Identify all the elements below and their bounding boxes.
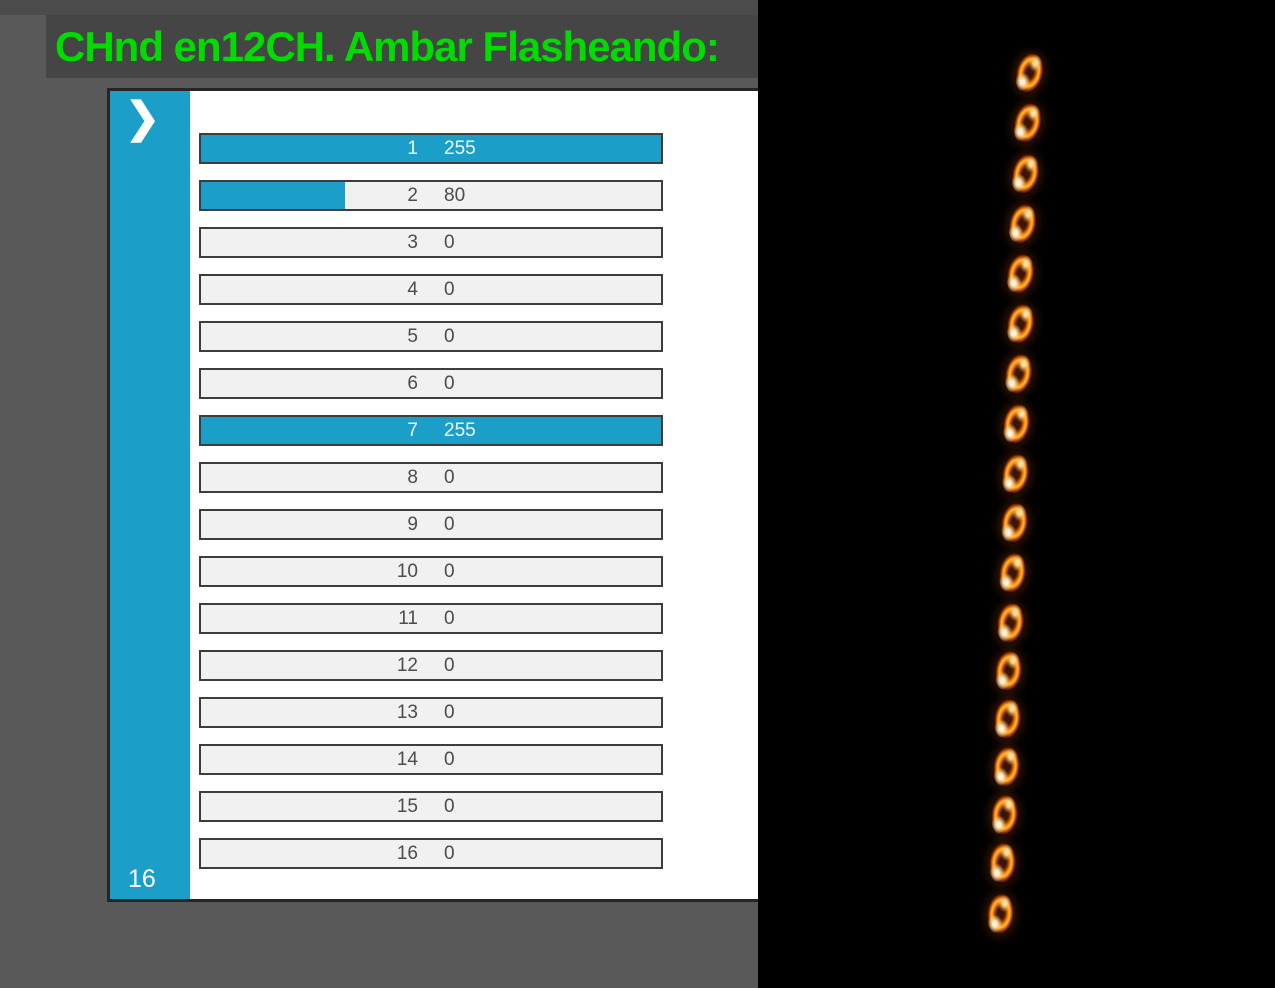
channel-value: 255 (444, 419, 476, 441)
channel-value: 0 (444, 795, 455, 817)
channel-number: 3 (407, 231, 418, 253)
amber-led-17 (987, 841, 1018, 886)
fader-fill (201, 135, 661, 162)
channel-value: 0 (444, 466, 455, 488)
channel-fader-16[interactable]: 16 0 (199, 838, 663, 869)
channel-value: 0 (444, 607, 455, 629)
dmx-output-preview (758, 0, 1275, 988)
title-bar: CHnd en12CH. Ambar Flasheando: (46, 15, 758, 78)
fader-labels: 2 80 (201, 182, 661, 209)
channel-number: 11 (398, 607, 418, 629)
channel-value: 0 (444, 372, 455, 394)
fader-labels: 12 0 (201, 652, 661, 679)
channel-fader-2[interactable]: 2 80 (199, 180, 663, 211)
amber-led-13 (992, 649, 1025, 694)
fader-labels: 15 0 (201, 793, 661, 820)
amber-led-5 (1003, 251, 1038, 298)
amber-led-4 (1004, 201, 1041, 248)
channel-value: 0 (444, 231, 455, 253)
channel-number: 4 (407, 278, 418, 300)
channel-fader-list: 1 255 2 80 3 0 4 0 5 0 6 0 7 255 8 0 9 0 10 0 11 0 12 0 13 0 14 0 15… (190, 91, 758, 899)
amber-led-2 (1009, 100, 1046, 147)
fader-fill (201, 182, 346, 209)
channel-fader-10[interactable]: 10 0 (199, 556, 663, 587)
channel-number: 6 (407, 372, 418, 394)
fader-labels: 14 0 (201, 746, 661, 773)
channel-value: 0 (444, 701, 455, 723)
amber-led-14 (991, 697, 1024, 742)
amber-led-7 (1001, 351, 1036, 398)
channel-value: 0 (444, 654, 455, 676)
channel-value: 0 (444, 278, 455, 300)
amber-led-16 (988, 793, 1021, 838)
amber-led-10 (997, 501, 1032, 546)
amber-led-9 (998, 451, 1033, 498)
channel-number: 5 (407, 325, 418, 347)
channel-number: 7 (407, 419, 418, 441)
channel-number: 12 (396, 654, 418, 676)
channel-number: 9 (407, 513, 418, 535)
fader-labels: 10 0 (201, 558, 661, 585)
channel-fader-12[interactable]: 12 0 (199, 650, 663, 681)
page-title: CHnd en12CH. Ambar Flasheando: (55, 22, 720, 70)
fader-fill (201, 417, 661, 444)
amber-led-15 (990, 745, 1023, 790)
fader-labels: 1 255 (201, 135, 661, 162)
channel-fader-1[interactable]: 1 255 (199, 133, 663, 164)
channel-value: 0 (444, 325, 455, 347)
amber-led-12 (994, 601, 1027, 646)
channel-value: 0 (444, 560, 455, 582)
amber-led-18 (985, 892, 1016, 937)
fader-labels: 11 0 (201, 605, 661, 632)
channel-number: 8 (407, 466, 418, 488)
channel-fader-11[interactable]: 11 0 (199, 603, 663, 634)
amber-led-11 (995, 551, 1030, 596)
channel-count-label: 16 (128, 865, 156, 893)
channel-fader-13[interactable]: 13 0 (199, 697, 663, 728)
channel-number: 14 (396, 748, 418, 770)
fader-panel-sidebar: ❯ 16 (110, 91, 190, 899)
channel-number: 16 (396, 842, 418, 864)
amber-led-6 (1003, 301, 1038, 348)
channel-fader-15[interactable]: 15 0 (199, 791, 663, 822)
channel-number: 13 (396, 701, 418, 723)
channel-number: 10 (396, 560, 418, 582)
channel-value: 0 (444, 513, 455, 535)
amber-led-3 (1007, 151, 1044, 198)
channel-fader-panel: ❯ 16 1 255 2 80 3 0 4 0 5 0 6 0 7 255 8 0 9 0 10 0 11 0 12 0 13 0… (107, 88, 758, 902)
expand-chevron-icon[interactable]: ❯ (125, 94, 161, 141)
channel-value: 0 (444, 748, 455, 770)
channel-value: 0 (444, 842, 455, 864)
fader-labels: 7 255 (201, 417, 661, 444)
channel-number: 2 (407, 184, 418, 206)
channel-number: 15 (396, 795, 418, 817)
channel-number: 1 (407, 137, 418, 159)
channel-fader-7[interactable]: 7 255 (199, 415, 663, 446)
channel-value: 80 (444, 184, 466, 206)
channel-value: 255 (444, 137, 476, 159)
fader-labels: 16 0 (201, 840, 661, 867)
amber-led-8 (999, 401, 1034, 448)
amber-led-1 (1011, 50, 1048, 97)
fader-labels: 13 0 (201, 699, 661, 726)
top-window-strip (0, 0, 758, 15)
channel-fader-14[interactable]: 14 0 (199, 744, 663, 775)
